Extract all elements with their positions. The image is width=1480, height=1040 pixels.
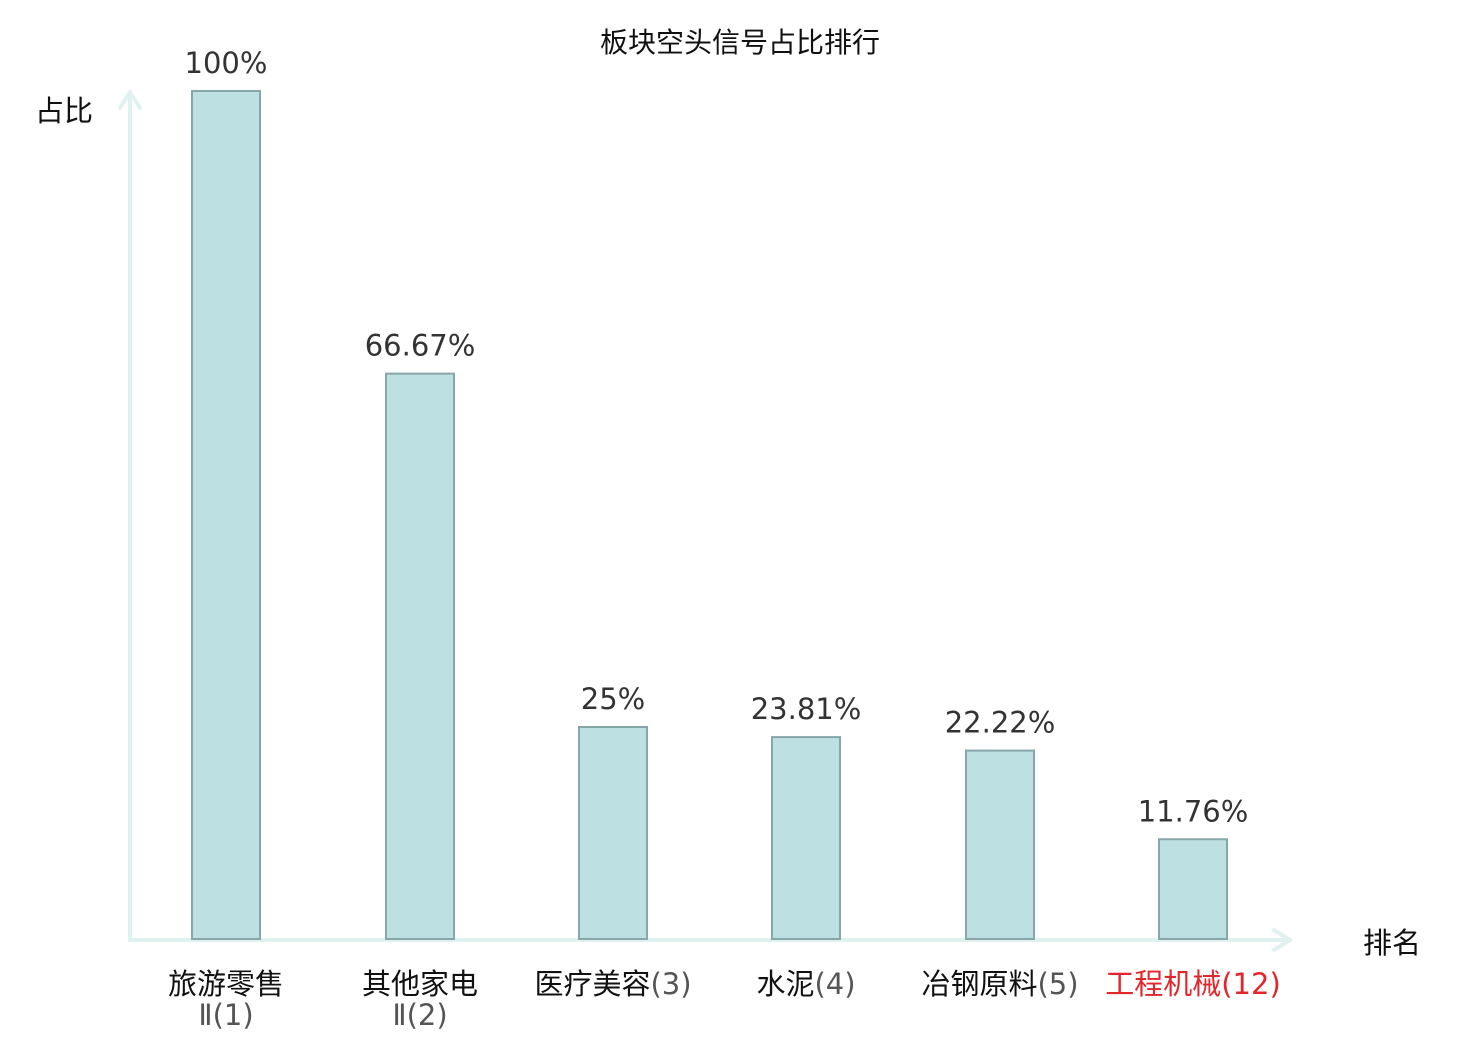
category-rank: (4) [814,967,855,1001]
bar-value-label: 11.76% [1138,794,1249,828]
category-name: 冶钢原料 [921,967,1037,1001]
category-name-suffix: Ⅱ [198,998,212,1032]
category-name: 医疗美容 [534,967,650,1001]
axes [118,90,1292,952]
x-axis-label: 排名 [1363,926,1421,960]
x-axis-arrow [1272,928,1292,952]
category-rank: (1) [213,998,254,1032]
bar [771,736,841,940]
category-label: 其他家电 [362,967,478,1001]
category-rank: (3) [650,967,691,1001]
category-label: 医疗美容(3) [534,967,691,1001]
bar-value-label: 25% [581,682,645,716]
category-label: 工程机械(12) [1105,967,1281,1001]
bar-value-label: 22.22% [945,706,1056,740]
category-label: 冶钢原料(5) [921,967,1078,1001]
category-label: 水泥(4) [756,967,855,1001]
bar-value-label: 23.81% [751,692,862,726]
bar-value-label: 100% [185,46,268,80]
category-label: 旅游零售 [168,967,284,1001]
chart-title: 板块空头信号占比排行 [600,26,880,59]
category-name-suffix: Ⅱ [392,998,406,1032]
category-name: 旅游零售 [168,967,284,1001]
value-labels-group: 100% 66.67% 25% 23.81% 22.22% 11.76% [185,46,1249,828]
bar-value-label: 66.67% [365,329,476,363]
category-rank: (12) [1221,967,1281,1001]
category-name: 水泥 [756,967,814,1001]
y-axis-label: 占比 [35,94,93,128]
category-label-line2: Ⅱ(2) [392,998,447,1032]
bar [578,726,648,940]
bars-group [191,90,1228,941]
bar [965,749,1035,940]
bar [1158,838,1228,941]
bar [191,90,261,940]
category-name: 其他家电 [362,967,478,1001]
y-axis-arrow [118,90,142,110]
category-rank: (2) [407,998,448,1032]
category-label-line2: Ⅱ(1) [198,998,253,1032]
category-rank: (5) [1037,967,1078,1001]
bar [385,372,455,940]
category-name: 工程机械 [1105,967,1221,1001]
